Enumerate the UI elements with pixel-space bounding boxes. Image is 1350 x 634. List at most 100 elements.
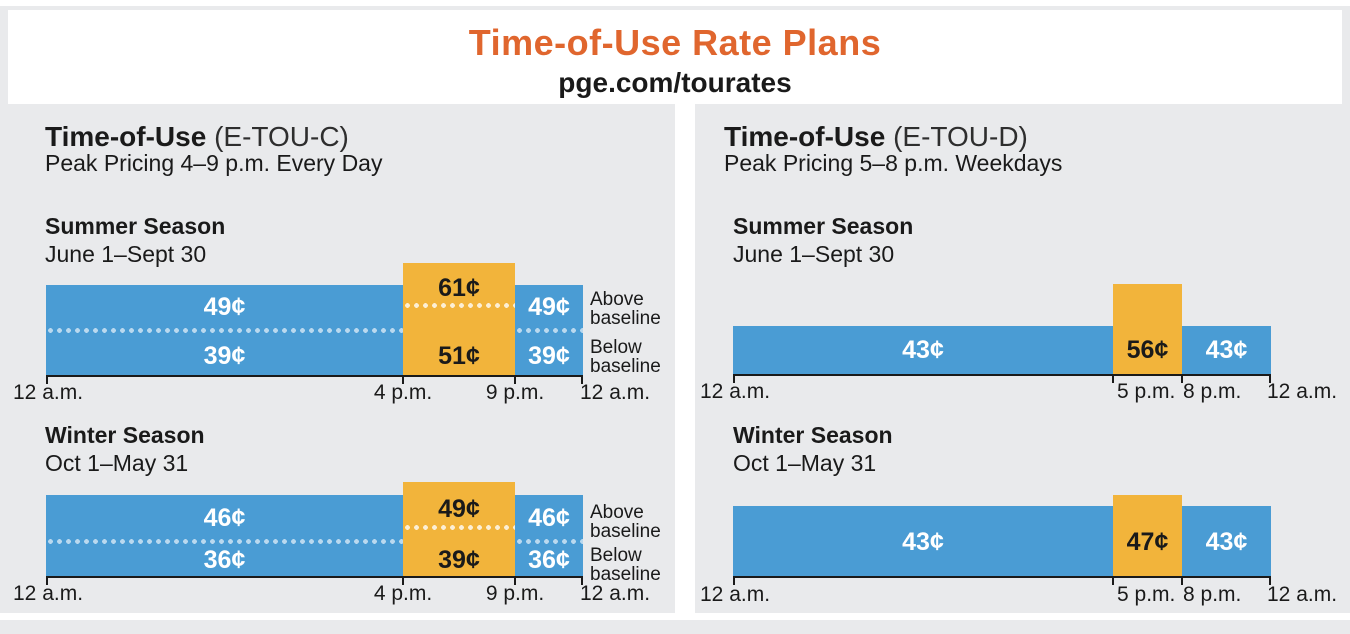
offpeak-bar-left (46, 495, 403, 576)
axis-tick (581, 375, 583, 384)
plan-title-etou-d: Time-of-Use (E-TOU-D) (724, 121, 1028, 153)
offpeak-bar-right (515, 495, 583, 576)
time-axis (46, 576, 583, 578)
rate-peak-below: 39¢ (438, 546, 480, 574)
tick-label: 12 a.m. (1267, 583, 1338, 606)
above-baseline-line2: baseline (590, 521, 661, 542)
baseline-divider-dots (403, 525, 515, 530)
rate-peak: 47¢ (1126, 528, 1169, 556)
tick-label: 5 p.m. (1117, 380, 1176, 403)
tick-label: 12 a.m. (580, 582, 651, 605)
baseline-divider-dots (46, 539, 403, 544)
axis-tick (514, 576, 516, 585)
peak-bar (403, 263, 515, 375)
chart-etou-d-winter: 43¢ 47¢ 43¢ 12 a.m. 5 p.m. 8 p.m. 12 a.m… (700, 495, 1343, 610)
tick-label: 12 a.m. (580, 381, 651, 404)
chart-etou-d-summer: 43¢ 56¢ 43¢ 12 a.m. 5 p.m. 8 p.m. 12 a.m… (700, 284, 1343, 409)
rate-offpeak-above: 46¢ (528, 504, 570, 532)
offpeak-bar-right (1182, 506, 1271, 576)
rate-offpeak-below: 39¢ (203, 342, 246, 370)
page-title: Time-of-Use Rate Plans (468, 22, 882, 63)
axis-tick (1269, 374, 1271, 383)
plan-title-etou-c: Time-of-Use (E-TOU-C) (45, 121, 349, 153)
offpeak-bar-left (733, 326, 1113, 374)
tick-label: 8 p.m. (1183, 583, 1242, 606)
plan-name: Time-of-Use (45, 121, 207, 152)
time-axis (733, 374, 1271, 376)
season-dates-winter-d: Oct 1–May 31 (733, 450, 877, 476)
tick-label: 12 a.m. (700, 583, 771, 606)
peak-bar (1113, 495, 1182, 576)
axis-tick (1112, 576, 1114, 585)
rate-offpeak: 43¢ (902, 528, 944, 556)
tick-label: 8 p.m. (1183, 380, 1242, 403)
chart-etou-c-winter: 46¢ 36¢ 49¢ 39¢ 46¢ 36¢ 12 a.m. 4 p.m. 9… (13, 482, 706, 612)
offpeak-bar-right (1182, 326, 1271, 374)
axis-tick (581, 576, 583, 585)
rate-peak: 56¢ (1126, 336, 1169, 364)
above-baseline-label: Above baseline (590, 503, 661, 541)
below-baseline-line2: baseline (590, 564, 661, 585)
rate-offpeak-below: 36¢ (203, 546, 246, 574)
tick-label: 5 p.m. (1117, 583, 1176, 606)
header-url: pge.com/tourates (558, 67, 792, 98)
time-axis (733, 576, 1271, 578)
below-baseline-label: Below baseline (590, 546, 661, 584)
baseline-divider-dots (515, 328, 583, 333)
tick-label: 4 p.m. (373, 582, 433, 605)
rate-offpeak-above: 49¢ (528, 293, 570, 321)
below-baseline-line2: baseline (590, 356, 661, 377)
above-baseline-label: Above baseline (590, 290, 661, 328)
rate-offpeak: 43¢ (1205, 528, 1248, 556)
rate-peak-below: 51¢ (438, 342, 480, 370)
above-baseline-line1: Above (590, 289, 644, 310)
rate-offpeak-above: 49¢ (203, 293, 246, 321)
season-heading-winter-d: Winter Season (733, 422, 893, 448)
tick-label: 4 p.m. (373, 381, 433, 404)
chart-etou-c-summer: 49¢ 39¢ 61¢ 51¢ 49¢ 39¢ 12 a.m. 4 p.m. 9… (13, 263, 706, 408)
plan-subtitle-etou-c: Peak Pricing 4–9 p.m. Every Day (45, 150, 383, 176)
season-dates-summer-c: June 1–Sept 30 (45, 241, 207, 267)
axis-tick (733, 576, 735, 585)
rate-offpeak-below: 36¢ (528, 546, 570, 574)
tick-label: 12 a.m. (700, 380, 771, 403)
axis-tick (1269, 576, 1271, 585)
rate-offpeak-above: 46¢ (203, 504, 246, 532)
rate-offpeak: 43¢ (1205, 336, 1248, 364)
axis-tick (733, 374, 735, 383)
offpeak-bar-left (733, 506, 1113, 576)
rate-offpeak-below: 39¢ (528, 342, 570, 370)
bottom-gray-strip (0, 620, 1350, 634)
below-baseline-line1: Below (590, 337, 642, 358)
above-baseline-line1: Above (590, 502, 644, 523)
season-dates-winter-c: Oct 1–May 31 (45, 450, 189, 476)
axis-tick (1181, 374, 1183, 383)
axis-tick (1112, 374, 1114, 383)
tick-label: 12 a.m. (13, 381, 84, 404)
plan-code: (E-TOU-C) (214, 121, 349, 152)
time-axis (46, 375, 583, 377)
below-baseline-label: Below baseline (590, 338, 661, 376)
tick-label: 9 p.m. (485, 381, 545, 404)
baseline-divider-dots (515, 539, 583, 544)
plan-name: Time-of-Use (724, 121, 886, 152)
peak-bar (1113, 284, 1182, 374)
season-heading-winter-c: Winter Season (45, 422, 205, 448)
plan-subtitle-etou-d: Peak Pricing 5–8 p.m. Weekdays (724, 150, 1063, 176)
axis-tick (402, 375, 404, 384)
axis-tick (46, 576, 48, 585)
below-baseline-line1: Below (590, 545, 642, 566)
axis-tick (514, 375, 516, 384)
season-heading-summer-d: Summer Season (733, 213, 914, 239)
season-heading-summer-c: Summer Season (45, 213, 226, 239)
baseline-divider-dots (403, 303, 515, 308)
tick-label: 12 a.m. (13, 582, 84, 605)
season-dates-summer-d: June 1–Sept 30 (733, 241, 895, 267)
tick-label: 9 p.m. (485, 582, 545, 605)
rate-offpeak: 43¢ (902, 336, 944, 364)
panel-divider (675, 104, 695, 613)
header: Time-of-Use Rate Plans pge.com/tourates (8, 10, 1342, 104)
axis-tick (1181, 576, 1183, 585)
tick-label: 12 a.m. (1267, 380, 1338, 403)
